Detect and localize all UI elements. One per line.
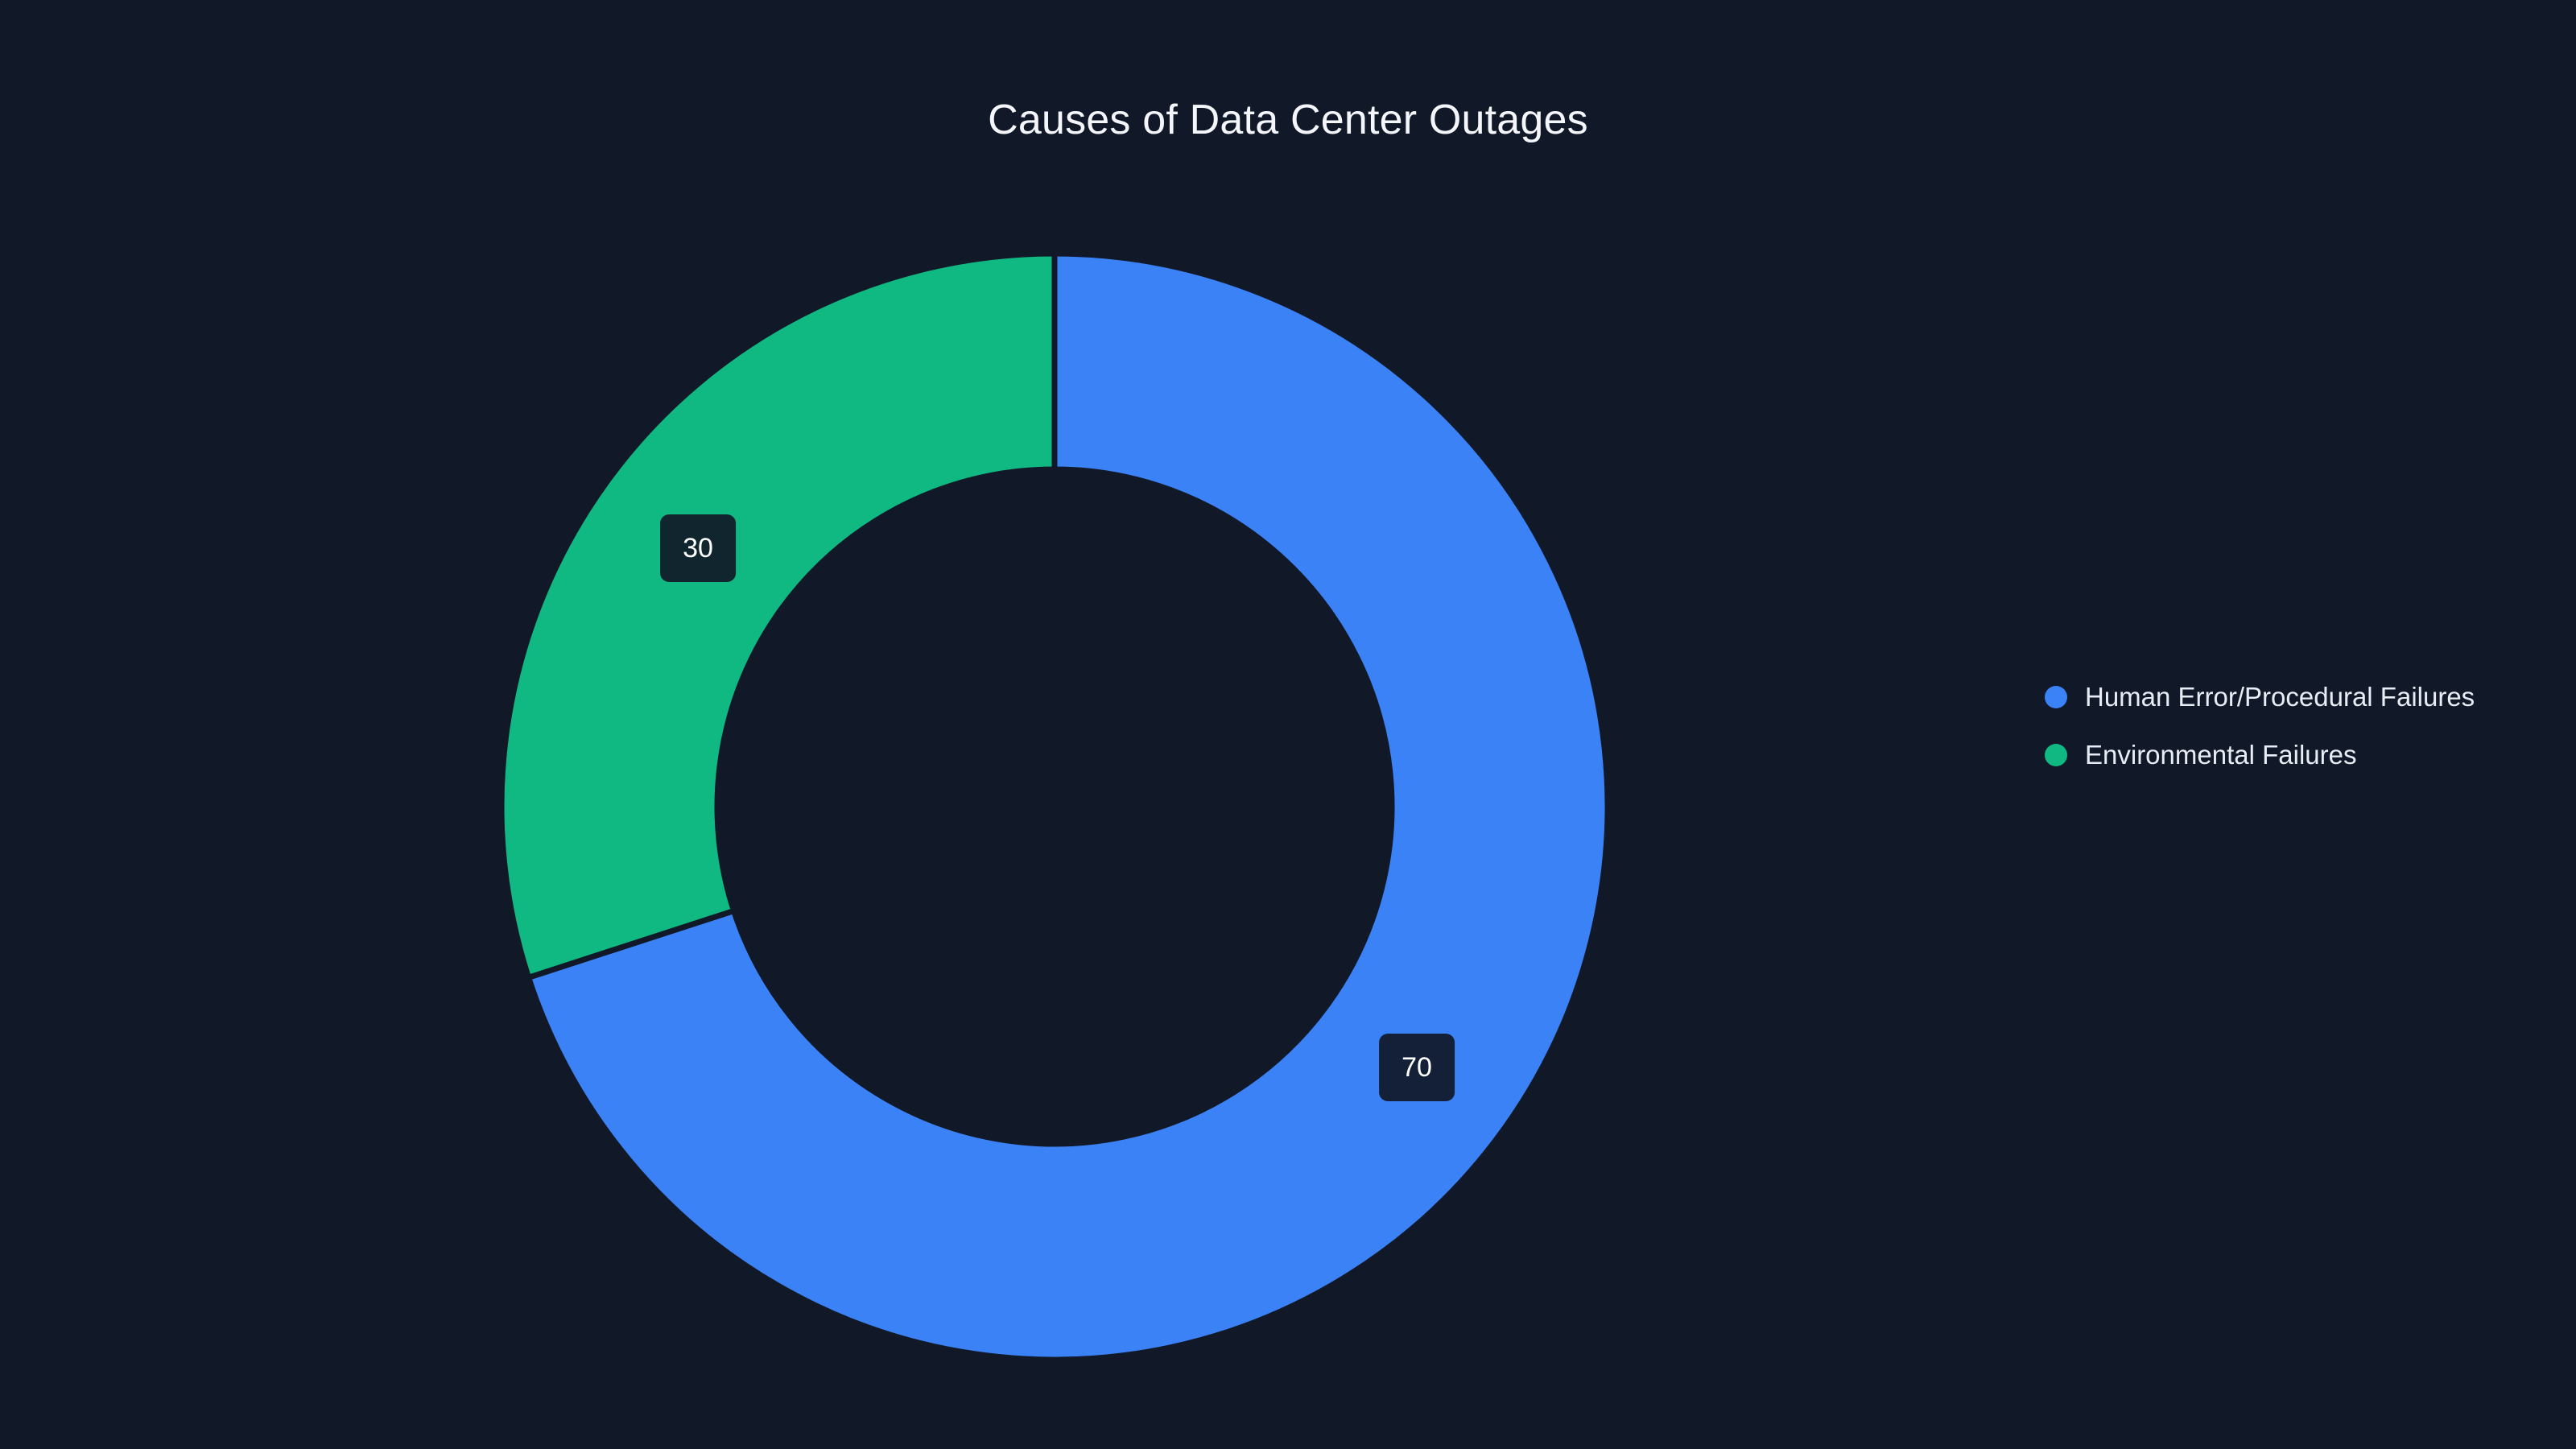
donut-chart-plot-area: 70 30 — [498, 250, 1611, 1363]
legend-item-environmental[interactable]: Environmental Failures — [2045, 726, 2544, 784]
donut-slice[interactable] — [525, 250, 1611, 1363]
chart-legend: Human Error/Procedural Failures Environm… — [2045, 668, 2544, 784]
chart-title: Causes of Data Center Outages — [988, 97, 1588, 143]
donut-chart-svg — [498, 250, 1611, 1363]
data-label-environmental: 30 — [660, 514, 736, 582]
legend-item-human-error[interactable]: Human Error/Procedural Failures — [2045, 668, 2544, 726]
donut-slice-group — [498, 250, 1611, 1363]
circle-marker-icon — [2045, 744, 2067, 766]
legend-label-human-error: Human Error/Procedural Failures — [2085, 682, 2475, 712]
donut-slice[interactable] — [498, 250, 1058, 981]
legend-label-environmental: Environmental Failures — [2085, 740, 2357, 770]
circle-marker-icon — [2045, 686, 2067, 708]
data-label-human-error: 70 — [1379, 1034, 1455, 1101]
